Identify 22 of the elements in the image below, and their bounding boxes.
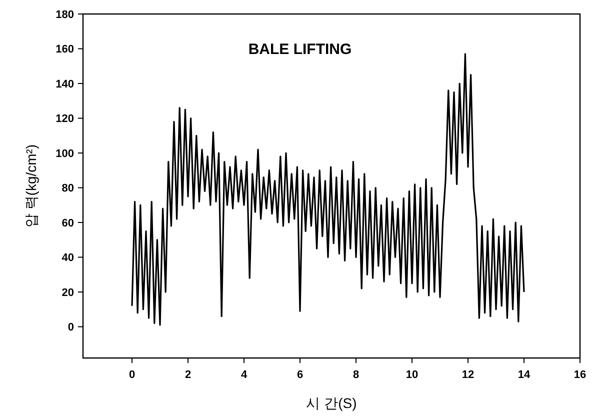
y-tick-label: 60	[62, 217, 74, 230]
y-tick-label: 100	[56, 148, 74, 160]
x-axis-title: 시 간(S)	[306, 395, 357, 411]
x-tick-label: 12	[462, 369, 474, 381]
y-tick-label: 160	[56, 44, 74, 56]
x-tick-label: 2	[184, 369, 192, 381]
x-tick-label: 0	[128, 369, 136, 381]
y-tick-label: 80	[62, 182, 74, 195]
x-tick-label: 6	[296, 369, 304, 381]
y-tick-label: 180	[56, 9, 74, 21]
y-tick-label: 20	[62, 286, 74, 299]
y-axis-title: 압 력(kg/cm²)	[23, 144, 39, 228]
y-tick-label: 120	[56, 113, 74, 126]
x-tick-label: 10	[406, 369, 418, 381]
y-tick-label: 40	[62, 252, 74, 264]
y-tick-label: 140	[56, 78, 74, 90]
x-tick-label: 8	[352, 369, 360, 381]
text: BALE LIFTING	[248, 40, 352, 58]
x-tick-label: 4	[240, 369, 248, 381]
x-tick-label: 16	[574, 369, 586, 381]
x-tick-label: 14	[518, 369, 531, 381]
y-tick-label: 0	[68, 322, 74, 334]
